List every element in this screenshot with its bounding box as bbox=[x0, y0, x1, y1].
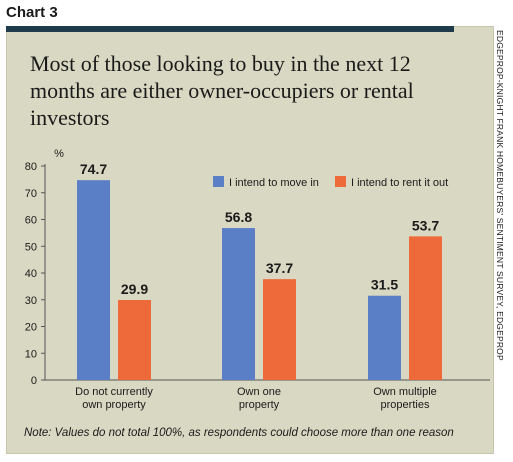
y-tick-label: 60 bbox=[25, 215, 37, 227]
x-tick-label: properties bbox=[381, 399, 430, 411]
y-tick-label: 50 bbox=[25, 241, 37, 253]
x-tick-label: own property bbox=[82, 399, 146, 411]
data-label: 37.7 bbox=[266, 260, 293, 276]
chart-title: Most of those looking to buy in the next… bbox=[30, 51, 414, 130]
data-label: 29.9 bbox=[121, 281, 148, 297]
data-label: 74.7 bbox=[80, 161, 107, 177]
legend-label: I intend to move in bbox=[229, 177, 319, 189]
bar bbox=[409, 236, 442, 380]
chart-note: Note: Values do not total 100%, as respo… bbox=[24, 427, 454, 439]
bar bbox=[368, 295, 401, 380]
y-axis-label: % bbox=[54, 148, 64, 160]
header-bar bbox=[6, 26, 454, 32]
chart-label: Chart 3 bbox=[6, 4, 58, 21]
bar bbox=[118, 300, 151, 380]
y-tick-label: 80 bbox=[25, 161, 37, 173]
bar bbox=[77, 180, 110, 380]
bar bbox=[263, 279, 296, 380]
x-tick-label: Do not currently bbox=[75, 386, 153, 398]
y-tick-label: 20 bbox=[25, 322, 37, 334]
data-label: 56.8 bbox=[225, 209, 252, 225]
bar bbox=[222, 228, 255, 380]
y-tick-label: 70 bbox=[25, 188, 37, 200]
y-tick-label: 40 bbox=[25, 268, 37, 280]
data-label: 53.7 bbox=[412, 217, 439, 233]
data-label: 31.5 bbox=[371, 277, 398, 293]
x-tick-label: Own one bbox=[237, 386, 281, 398]
legend-label: I intend to rent it out bbox=[351, 177, 448, 189]
x-tick-label: Own multiple bbox=[373, 386, 437, 398]
y-tick-label: 0 bbox=[31, 375, 37, 387]
legend-swatch bbox=[335, 176, 346, 187]
y-tick-label: 10 bbox=[25, 348, 37, 360]
legend-swatch bbox=[213, 176, 224, 187]
y-tick-label: 30 bbox=[25, 295, 37, 307]
x-tick-label: property bbox=[239, 399, 280, 411]
